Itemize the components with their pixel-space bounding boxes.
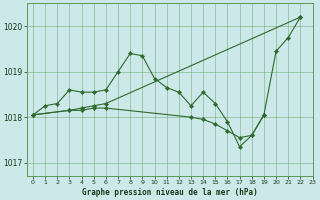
X-axis label: Graphe pression niveau de la mer (hPa): Graphe pression niveau de la mer (hPa) — [82, 188, 258, 197]
